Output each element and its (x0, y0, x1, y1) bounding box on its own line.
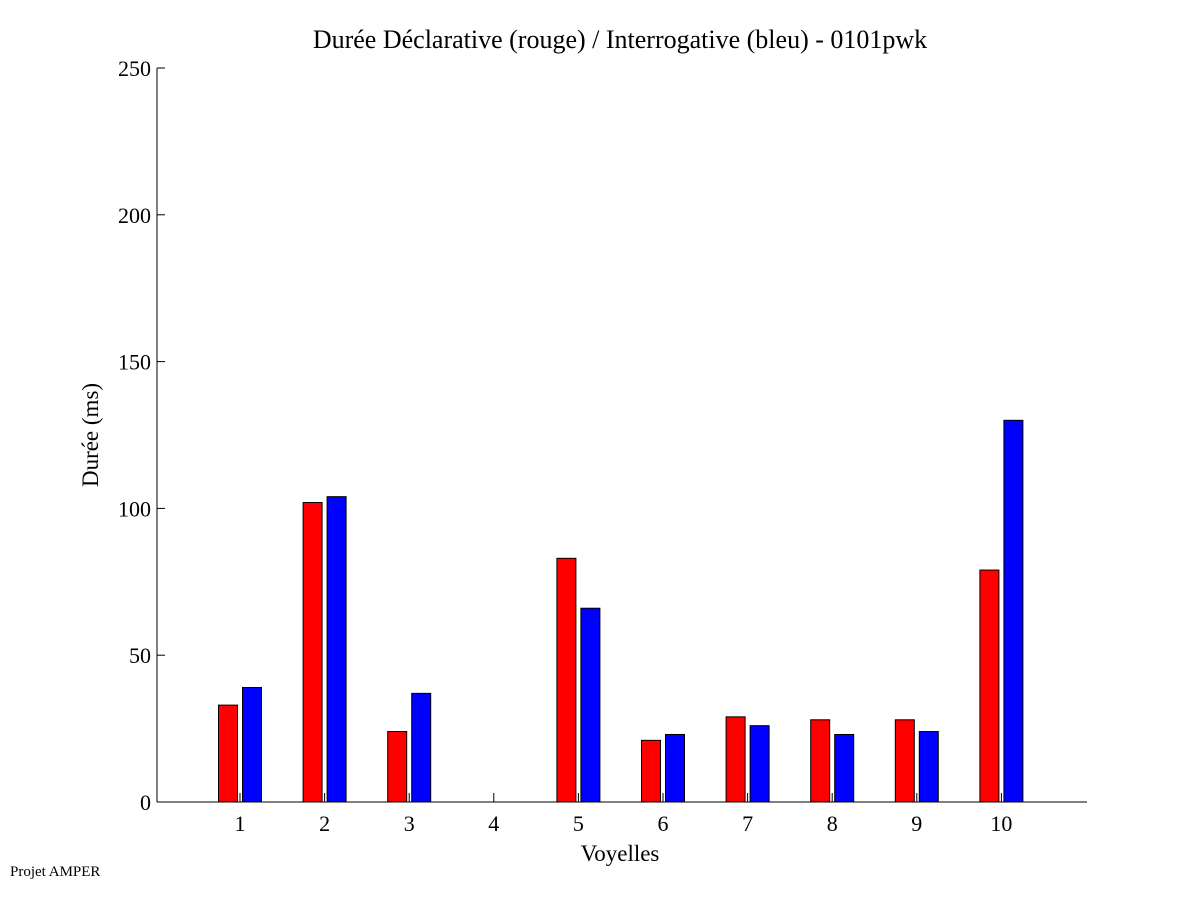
chart-title: Durée Déclarative (rouge) / Interrogativ… (313, 25, 927, 54)
footer-credit: Projet AMPER (10, 864, 101, 880)
plot-area (218, 419, 1024, 803)
y-axis-label: Durée (ms) (78, 383, 103, 487)
bar-series-2-cat-8 (834, 733, 855, 803)
x-tick-label: 5 (573, 811, 584, 836)
bar-series-2-cat-6 (665, 733, 685, 803)
bar-series-1-cat-2 (302, 502, 323, 803)
bar-series-1-cat-8 (810, 719, 831, 803)
bar-series-1-cat-1 (218, 704, 238, 803)
y-tick-label: 50 (129, 643, 151, 668)
x-tick-label: 6 (658, 811, 669, 836)
x-tick-label: 4 (488, 811, 499, 836)
y-tick-label: 200 (118, 203, 151, 228)
x-tick-label: 10 (990, 811, 1012, 836)
bar-series-2-cat-7 (749, 725, 770, 803)
bar-series-2-cat-9 (918, 731, 939, 803)
bar-series-1-cat-6 (641, 739, 661, 803)
bar-series-1-cat-10 (979, 569, 1000, 803)
x-axis: 1 2 3 4 5 6 7 8 9 10 (157, 793, 1087, 836)
y-tick-label: 250 (118, 56, 151, 81)
x-axis-label: Voyelles (581, 841, 660, 866)
bar-series-1-cat-5 (556, 557, 577, 803)
bar-series-2-cat-2 (326, 496, 347, 803)
y-tick-label: 150 (118, 350, 151, 375)
x-tick-label: 7 (742, 811, 753, 836)
bar-series-2-cat-10 (1003, 419, 1024, 803)
y-tick-label: 100 (118, 496, 151, 521)
y-tick-label: 0 (140, 790, 151, 815)
x-tick-label: 2 (319, 811, 330, 836)
x-tick-label: 3 (404, 811, 415, 836)
bar-series-1-cat-7 (725, 716, 746, 803)
y-axis: 0 50 100 150 200 250 (118, 56, 165, 815)
x-tick-label: 9 (911, 811, 922, 836)
x-tick-label: 1 (235, 811, 246, 836)
bar-series-2-cat-1 (242, 686, 262, 803)
bar-series-1-cat-3 (387, 731, 408, 803)
bar-series-1-cat-9 (894, 719, 915, 803)
bar-series-2-cat-5 (580, 607, 601, 803)
x-tick-label: 8 (827, 811, 838, 836)
bar-series-2-cat-3 (411, 692, 432, 803)
